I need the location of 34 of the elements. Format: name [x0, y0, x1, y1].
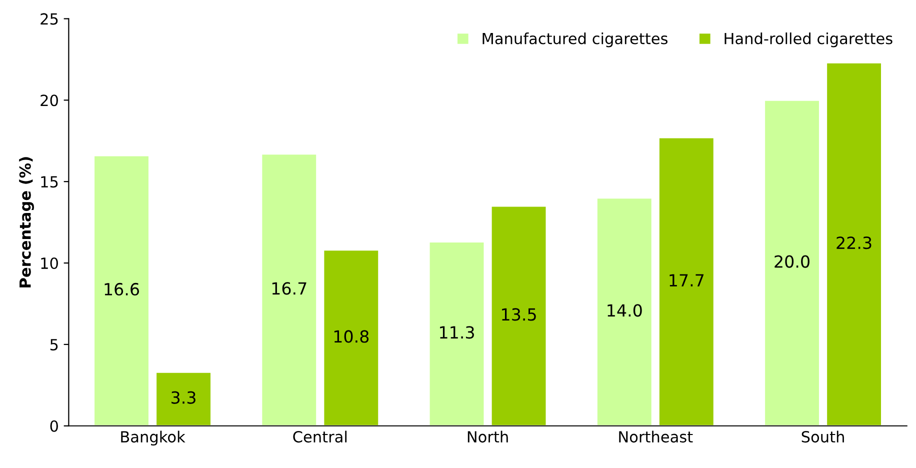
- data-label: 16.7: [272, 282, 306, 295]
- bar: [428, 241, 486, 426]
- bar: [658, 136, 715, 426]
- y-tick-label: 0: [50, 420, 58, 432]
- data-label: 17.7: [670, 274, 704, 286]
- data-label: 3.3: [172, 391, 196, 404]
- data-label: 20.0: [774, 255, 810, 268]
- data-label: 11.3: [440, 326, 474, 339]
- x-tick-label: South: [802, 430, 844, 443]
- data-label: 10.8: [334, 330, 369, 343]
- legend-label: Manufactured cigarettes: [482, 32, 668, 48]
- bar: [93, 154, 150, 426]
- bar: [826, 62, 882, 426]
- x-tick-label: Central: [293, 430, 347, 443]
- bar: [322, 249, 380, 426]
- data-label: 13.5: [502, 308, 536, 321]
- data-label: 22.3: [836, 236, 872, 250]
- y-tick-label: 10: [41, 257, 58, 270]
- bar: [764, 99, 820, 426]
- bar: [596, 197, 653, 426]
- data-label: 14.0: [608, 304, 642, 317]
- bar: [155, 371, 212, 426]
- bar: [260, 153, 318, 426]
- x-tick-label: Bangkok: [121, 430, 186, 446]
- y-tick-label: 20: [40, 94, 58, 106]
- legend-label: Hand-rolled cigarettes: [724, 32, 892, 48]
- y-tick-label: 15: [41, 176, 58, 188]
- data-label: 16.6: [104, 282, 140, 296]
- y-axis-title: Percentage (%): [19, 157, 34, 288]
- x-tick-label: North: [468, 430, 508, 443]
- x-tick-label: Northeast: [619, 430, 693, 443]
- bar: [490, 205, 548, 426]
- y-tick-label: 5: [50, 339, 58, 350]
- y-tick-label: 25: [40, 13, 58, 25]
